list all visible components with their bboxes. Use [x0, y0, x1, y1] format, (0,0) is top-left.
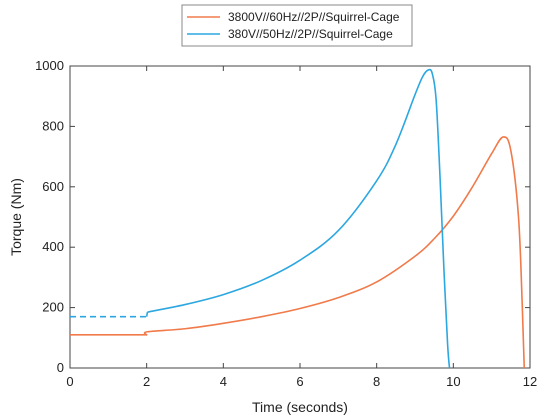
y-tick-label: 800 [42, 118, 64, 133]
x-tick-label: 0 [66, 374, 73, 389]
x-tick-label: 2 [143, 374, 150, 389]
x-tick-label: 8 [373, 374, 380, 389]
legend: 3800V//60Hz//2P//Squirrel-Cage 380V//50H… [181, 4, 413, 47]
x-tick-label: 6 [296, 374, 303, 389]
y-tick-label: 600 [42, 179, 64, 194]
legend-box [181, 4, 413, 47]
legend-label-series-1: 3800V//60Hz//2P//Squirrel-Cage [228, 10, 400, 24]
series-2-line [147, 68, 451, 369]
series-layer [70, 68, 526, 369]
x-tick-label: 4 [220, 374, 227, 389]
y-tick-label: 200 [42, 300, 64, 315]
series-2-step [145, 311, 149, 317]
y-tick-label: 1000 [35, 58, 64, 73]
y-tick-label: 0 [57, 360, 64, 375]
series-1-line [143, 136, 526, 369]
ticks-layer: 0 2 4 6 8 10 12 0 200 400 600 800 1000 [35, 58, 537, 389]
x-axis-label: Time (seconds) [252, 399, 348, 415]
plot-area [69, 65, 531, 369]
x-tick-label: 10 [446, 374, 460, 389]
y-axis-label: Torque (Nm) [8, 178, 24, 256]
x-tick-label: 12 [523, 374, 537, 389]
y-tick-label: 400 [42, 239, 64, 254]
legend-label-series-2: 380V//50Hz//2P//Squirrel-Cage [228, 27, 393, 41]
